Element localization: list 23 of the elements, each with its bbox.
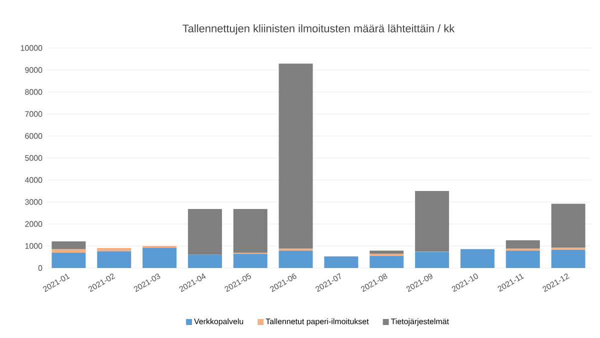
bar	[188, 209, 222, 255]
bar	[278, 64, 313, 249]
bar	[52, 252, 86, 268]
bar	[460, 249, 494, 268]
bar	[142, 248, 177, 268]
bar	[551, 250, 586, 268]
bar	[52, 249, 86, 253]
bar	[324, 256, 358, 268]
bar	[52, 241, 86, 250]
bar	[188, 254, 222, 268]
bar	[97, 251, 132, 268]
bar	[506, 250, 540, 268]
bar	[233, 209, 268, 253]
chart-title: Tallennettujen kliinisten ilmoitusten määrä lähteittäin / kk	[182, 24, 455, 34]
bar	[97, 248, 132, 252]
bar	[278, 250, 313, 268]
bar	[415, 252, 450, 268]
bar	[370, 250, 404, 254]
bar	[506, 240, 540, 249]
bar	[551, 204, 586, 248]
bar	[370, 256, 404, 268]
bar	[233, 254, 268, 268]
bar	[415, 191, 450, 252]
